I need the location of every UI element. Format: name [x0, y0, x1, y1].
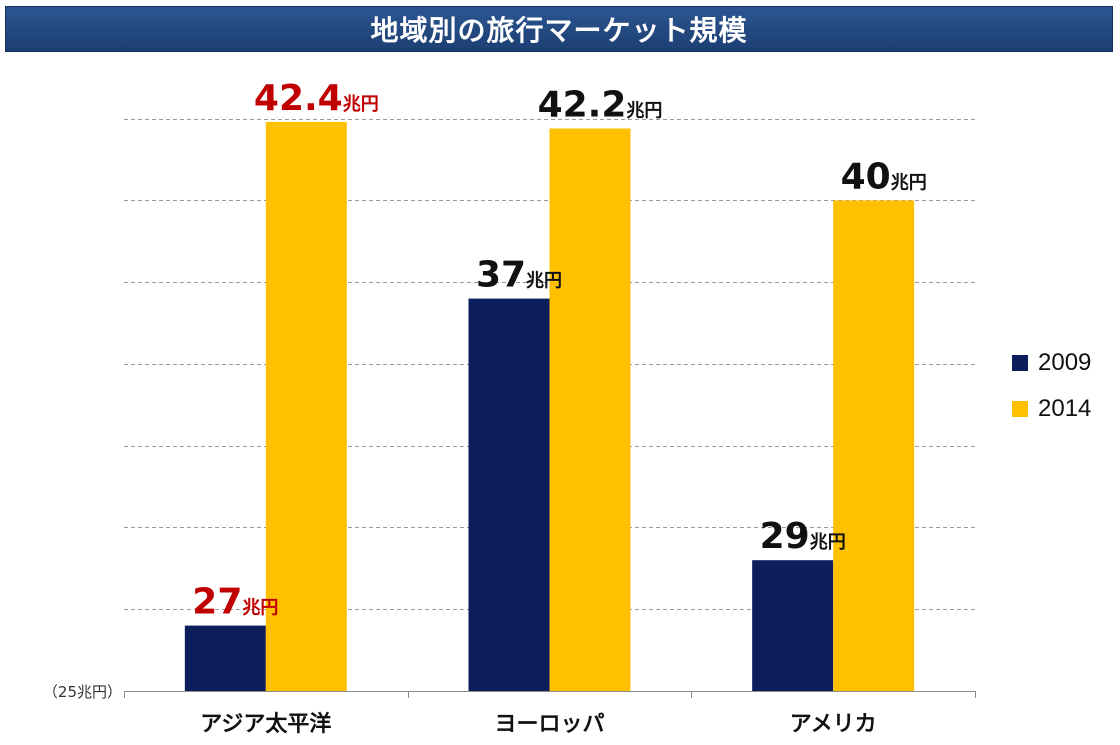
legend-swatch [1012, 355, 1028, 371]
data-label: 42.2兆円 [538, 85, 663, 126]
category-label: アメリカ [790, 712, 877, 737]
y-axis-baseline-note: （25兆円） [43, 683, 122, 701]
legend-label: 2014 [1038, 395, 1092, 422]
legend: 2009 2014 [1012, 348, 1091, 440]
chart-title: 地域別の旅行マーケット規模 [370, 14, 748, 47]
data-label: 37兆円 [476, 255, 562, 296]
axes: （25兆円） [43, 683, 976, 701]
legend-label: 2009 [1038, 349, 1092, 376]
legend-item-2009: 2009 [1012, 348, 1091, 378]
category-label: アジア太平洋 [200, 711, 331, 737]
bar-2014 [833, 200, 915, 691]
chart-title-bar: 地域別の旅行マーケット規模 [5, 6, 1113, 52]
bar-2009 [468, 298, 550, 691]
data-labels: 27兆円 42.4兆円 37兆円 42.2兆円 29兆円 40兆円 [192, 78, 926, 623]
legend-item-2014: 2014 [1012, 394, 1091, 424]
legend-swatch [1012, 401, 1028, 417]
bar-2009 [184, 625, 266, 691]
data-label: 29兆円 [760, 516, 846, 557]
data-label: 27兆円 [192, 582, 278, 623]
bars [184, 121, 915, 692]
data-label: 42.4兆円 [254, 78, 379, 119]
category-labels: アジア太平洋 ヨーロッパ アメリカ [200, 711, 876, 737]
bar-2009 [752, 560, 834, 691]
bar-2014 [549, 128, 631, 691]
data-label: 40兆円 [841, 156, 927, 197]
bar-2014 [265, 121, 347, 692]
category-label: ヨーロッパ [494, 712, 604, 737]
